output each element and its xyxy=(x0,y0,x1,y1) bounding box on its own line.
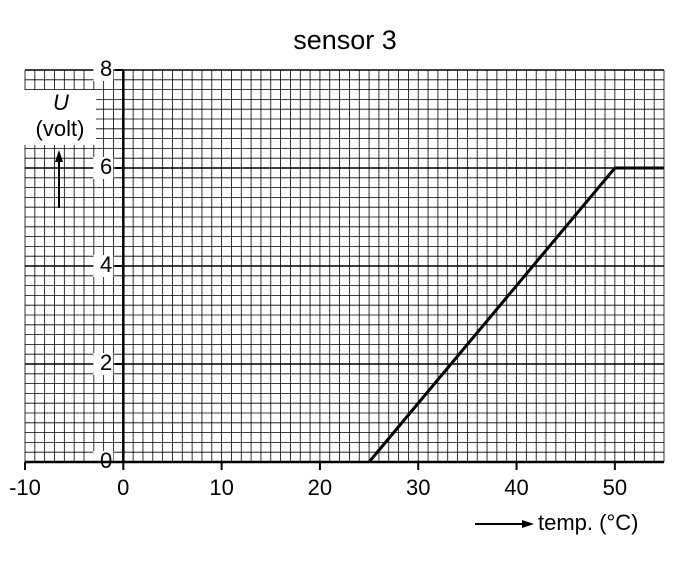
y-label-background xyxy=(24,90,96,145)
x-tick-label: 20 xyxy=(308,475,332,500)
y-tick-label-background xyxy=(93,353,114,375)
y-tick-label-background xyxy=(93,157,114,179)
x-arrow-head xyxy=(522,520,534,528)
y-tick-label-background xyxy=(93,59,114,81)
y-tick-label: 8 xyxy=(100,56,112,81)
y-tick-label: 4 xyxy=(100,252,112,277)
chart-title: sensor 3 xyxy=(293,25,397,55)
data-line xyxy=(367,166,664,463)
x-tick-label: 40 xyxy=(504,475,528,500)
y-arrow-head xyxy=(55,150,63,162)
x-tick-label: 30 xyxy=(406,475,430,500)
x-tick-label: 0 xyxy=(117,475,129,500)
y-tick-label-background xyxy=(93,255,114,277)
y-label: U xyxy=(53,90,69,115)
x-tick-label: 10 xyxy=(209,475,233,500)
x-tick-label: -10 xyxy=(9,475,41,500)
y-tick-label: 6 xyxy=(100,154,112,179)
y-tick-label: 0 xyxy=(100,448,112,473)
x-label: temp. (°C) xyxy=(538,510,638,535)
y-tick-label: 2 xyxy=(100,350,112,375)
y-unit: (volt) xyxy=(36,116,85,141)
x-tick-label: 50 xyxy=(603,475,627,500)
